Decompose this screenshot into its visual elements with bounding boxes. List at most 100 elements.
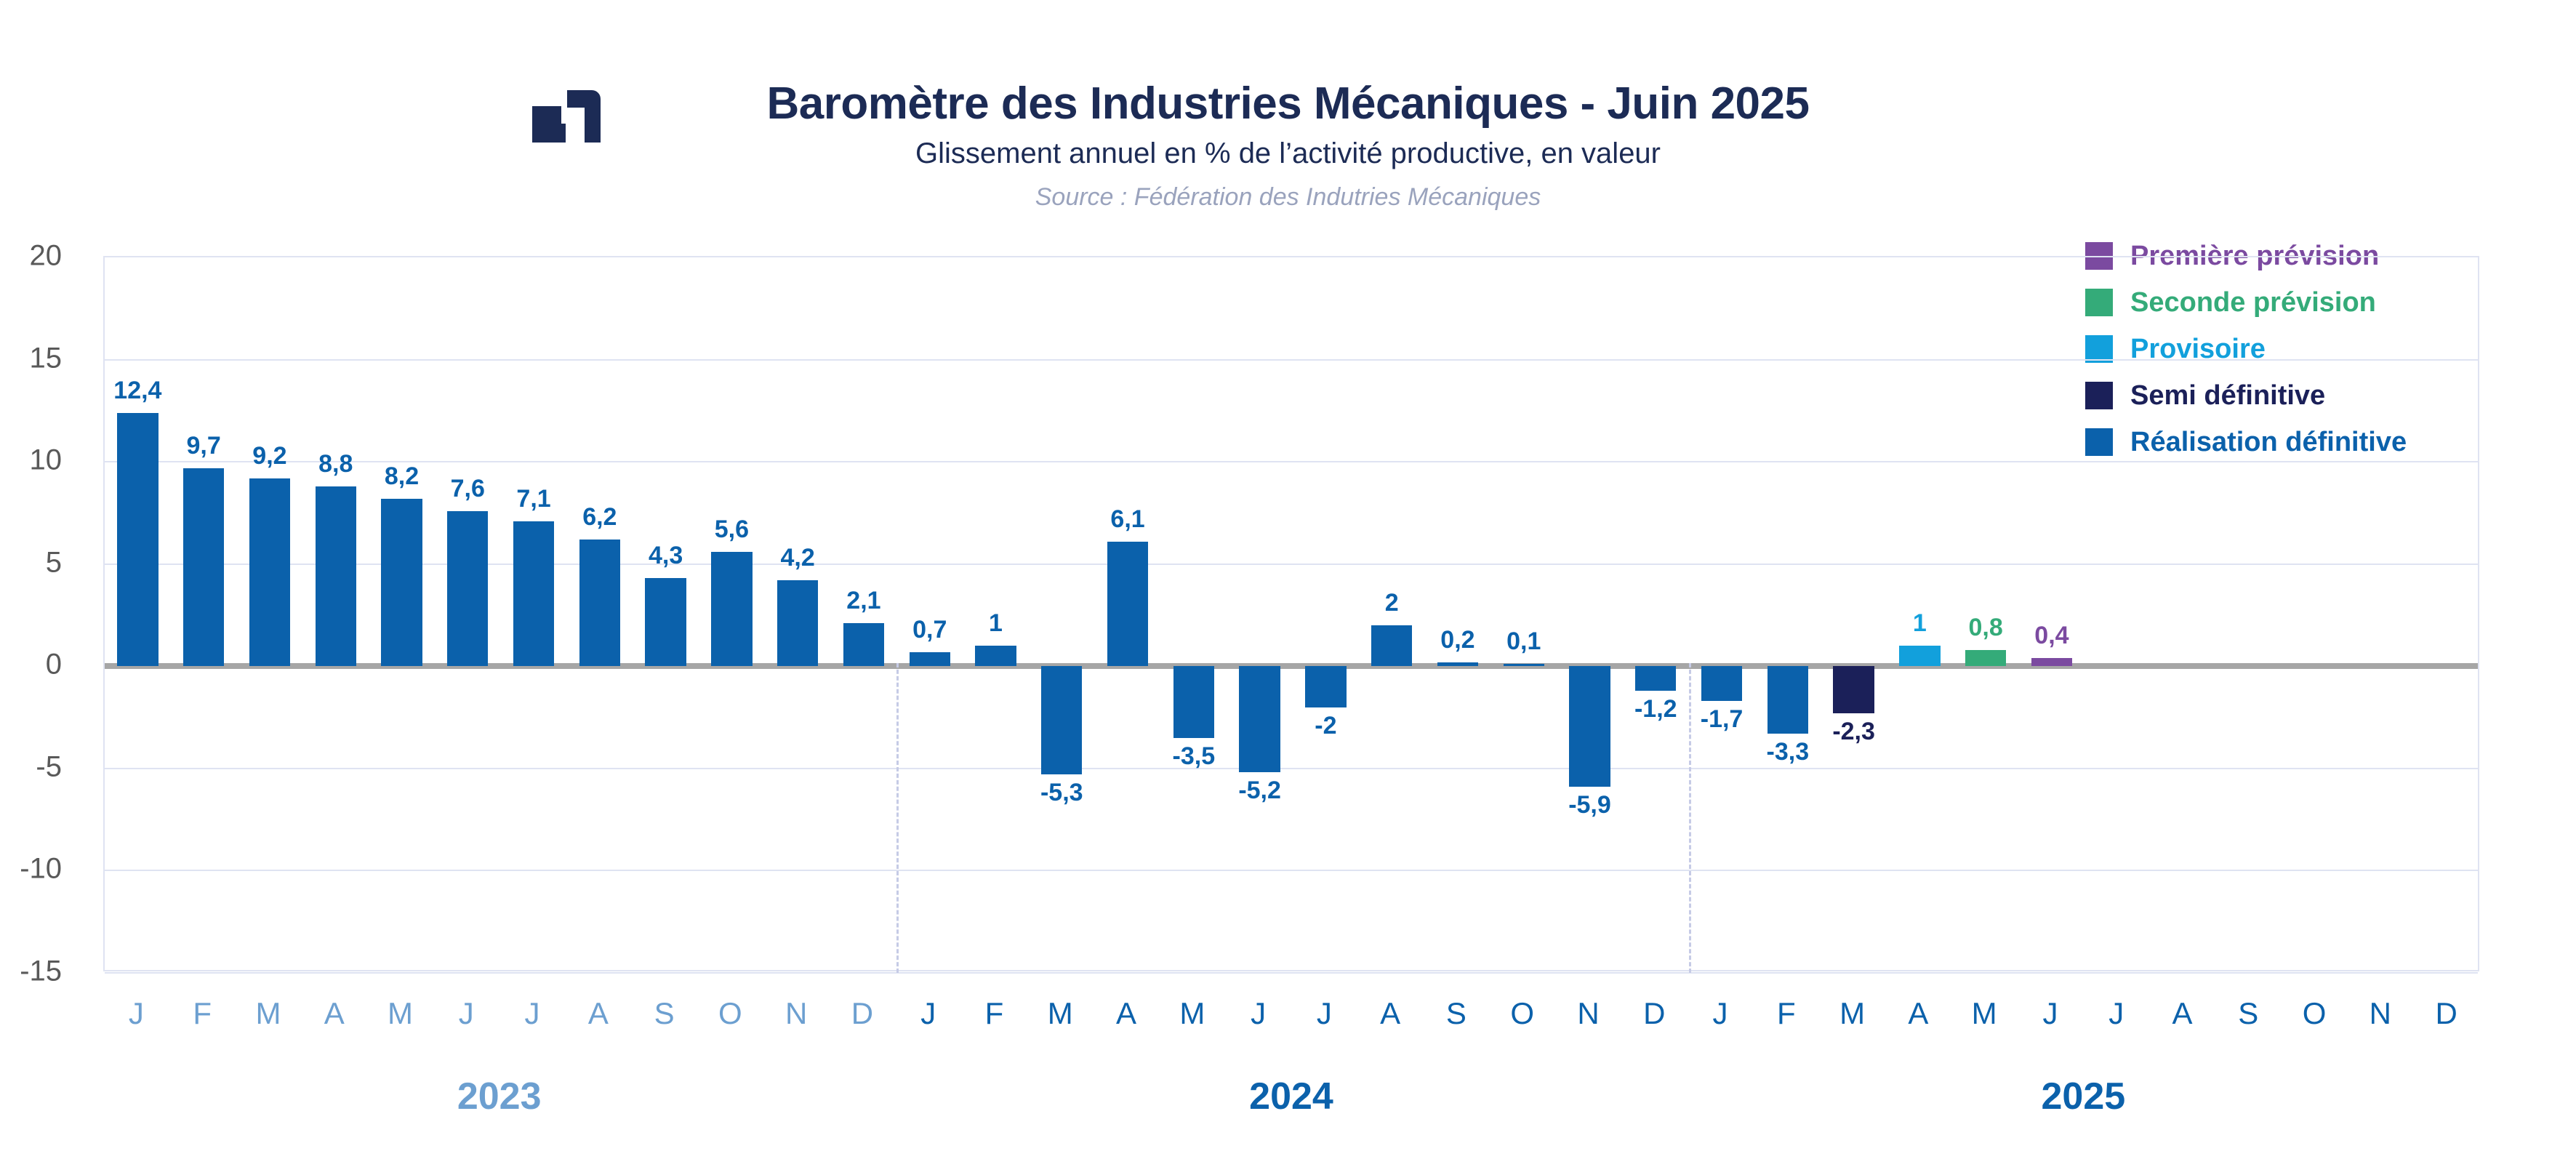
bar xyxy=(447,510,489,667)
chart-header: Baromètre des Industries Mécaniques - Ju… xyxy=(0,0,2576,218)
x-axis-month-label: J xyxy=(1712,996,1728,1030)
legend-item[interactable]: Seconde prévision xyxy=(2085,279,2407,326)
x-axis-month-label: O xyxy=(2302,996,2327,1030)
bar-value-label: 0,8 xyxy=(1968,613,2003,641)
bar xyxy=(1899,646,1941,667)
x-axis-month-label: M xyxy=(1839,996,1866,1030)
bar-value-label: 2 xyxy=(1384,589,1399,617)
y-axis-tick: -15 xyxy=(20,955,62,987)
gridline xyxy=(105,767,2478,769)
x-axis-month-label: N xyxy=(2369,996,2391,1030)
bar-value-label: -1,2 xyxy=(1634,695,1677,723)
x-axis-month-label: M xyxy=(255,996,281,1030)
bar-value-label: 4,3 xyxy=(648,542,683,570)
bar xyxy=(975,646,1016,667)
x-axis-month-label: S xyxy=(654,996,675,1030)
x-axis-month-label: O xyxy=(1510,996,1535,1030)
bar-value-label: 6,2 xyxy=(582,502,617,531)
bar xyxy=(2031,658,2073,667)
y-axis-tick: -10 xyxy=(20,852,62,885)
legend-swatch-icon xyxy=(2085,382,2113,409)
bar xyxy=(1371,625,1413,667)
bar-value-label: -5,9 xyxy=(1568,791,1611,819)
bar xyxy=(777,580,819,667)
bar xyxy=(1767,666,1808,734)
x-axis-month-label: F xyxy=(984,996,1004,1030)
x-axis-month-label: N xyxy=(785,996,808,1030)
x-axis-month-label: F xyxy=(193,996,212,1030)
legend-item[interactable]: Semi définitive xyxy=(2085,372,2407,419)
bar xyxy=(249,478,291,667)
bar-value-label: 8,2 xyxy=(384,462,420,490)
legend-item-label: Réalisation définitive xyxy=(2130,426,2407,457)
x-axis-month-label: F xyxy=(1777,996,1796,1030)
chart-source: Source : Fédération des Indutries Mécani… xyxy=(1035,183,1541,212)
bar xyxy=(117,412,159,667)
title-block: Baromètre des Industries Mécaniques - Ju… xyxy=(0,80,2576,212)
bar xyxy=(1437,662,1479,667)
y-axis-tick: 15 xyxy=(29,342,63,374)
bar-value-label: 0,2 xyxy=(1440,625,1475,654)
x-axis-month-label: A xyxy=(324,996,345,1030)
y-axis-tick: 10 xyxy=(29,444,63,476)
chart-subtitle: Glissement annuel en % de l’activité pro… xyxy=(915,137,1661,170)
bar-value-label: -3,5 xyxy=(1172,742,1216,770)
y-axis-tick: -5 xyxy=(36,750,62,783)
bar xyxy=(183,468,225,667)
bar xyxy=(1305,666,1347,707)
y-axis-tick: 20 xyxy=(29,239,63,272)
chart-legend: Première prévision Seconde prévision Provi… xyxy=(2085,233,2407,465)
bar-value-label: 0,1 xyxy=(1506,627,1541,656)
legend-item[interactable]: Réalisation définitive xyxy=(2085,419,2407,465)
x-axis-month-label: J xyxy=(2108,996,2124,1030)
year-separator xyxy=(1688,663,1691,973)
bar xyxy=(1239,666,1280,773)
legend-item[interactable]: Provisoire xyxy=(2085,326,2407,372)
x-axis-month-label: D xyxy=(851,996,874,1030)
bar xyxy=(1701,666,1743,702)
legend-item-label: Semi définitive xyxy=(2130,380,2326,411)
bar-value-label: 1 xyxy=(1912,609,1927,638)
x-axis-month-label: J xyxy=(2042,996,2058,1030)
legend-item-label: Seconde prévision xyxy=(2130,286,2376,318)
x-axis-month-label: D xyxy=(2435,996,2457,1030)
x-axis-month-label: A xyxy=(1116,996,1137,1030)
bar xyxy=(1107,541,1149,667)
x-axis-month-label: J xyxy=(920,996,936,1030)
bar-value-label: 12,4 xyxy=(113,376,162,404)
bar xyxy=(1635,666,1677,691)
bar xyxy=(1503,664,1544,667)
bar xyxy=(1569,666,1610,787)
bar-value-label: -1,7 xyxy=(1700,705,1744,734)
y-axis-tick: 5 xyxy=(45,546,62,579)
zero-line xyxy=(105,663,2478,670)
x-axis-month-label: A xyxy=(1908,996,1929,1030)
x-axis-year-label: 2024 xyxy=(1249,1075,1333,1118)
gridline xyxy=(105,870,2478,872)
bar-value-label: 5,6 xyxy=(714,515,750,543)
bar xyxy=(513,521,555,667)
legend-item[interactable]: Première prévision xyxy=(2085,233,2407,279)
legend-item-label: Provisoire xyxy=(2130,333,2266,364)
legend-item-label: Première prévision xyxy=(2130,240,2380,271)
bar xyxy=(1173,666,1214,738)
bar xyxy=(645,578,686,667)
gridline xyxy=(105,461,2478,463)
bar-value-label: 2,1 xyxy=(846,587,881,615)
bar xyxy=(1041,666,1083,775)
bar-value-label: -5,2 xyxy=(1238,777,1281,805)
bar-value-label: 4,2 xyxy=(780,544,815,572)
bar-value-label: 9,2 xyxy=(252,441,287,470)
year-separator xyxy=(896,663,899,973)
bar-value-label: 8,8 xyxy=(318,449,353,478)
x-axis-month-label: M xyxy=(1971,996,1997,1030)
x-axis-month-label: S xyxy=(1445,996,1466,1030)
x-axis-month-label: O xyxy=(718,996,742,1030)
x-axis-month-label: N xyxy=(1577,996,1600,1030)
x-axis-month-label: A xyxy=(1380,996,1401,1030)
bar-value-label: 6,1 xyxy=(1110,505,1145,533)
bar-value-label: 7,6 xyxy=(450,474,485,502)
x-axis-year-label: 2025 xyxy=(2041,1075,2126,1118)
x-axis-year-label: 2023 xyxy=(457,1075,542,1118)
page-title: Baromètre des Industries Mécaniques - Ju… xyxy=(766,79,1810,129)
